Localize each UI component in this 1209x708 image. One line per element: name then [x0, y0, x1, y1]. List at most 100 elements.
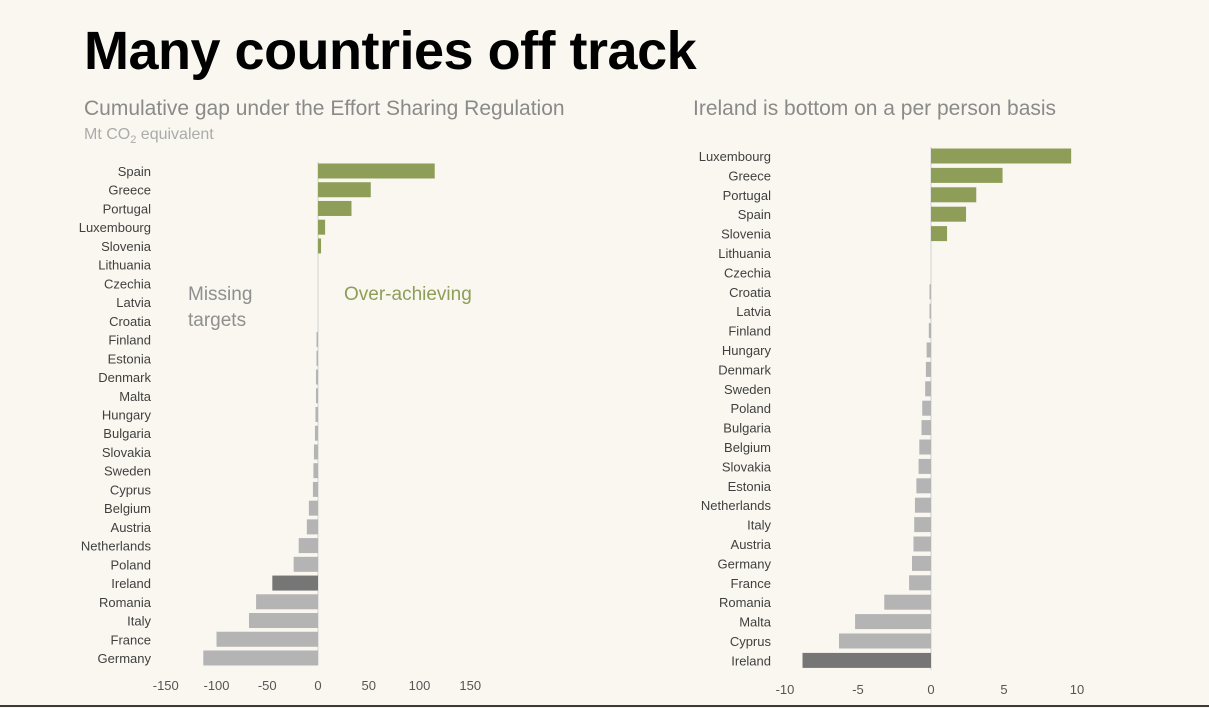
right-x-tick-label: -5 — [852, 682, 864, 697]
left-x-tick-label: 0 — [314, 678, 321, 693]
right-category-label: Hungary — [722, 343, 772, 358]
unit-label: Mt CO2 equivalent — [84, 126, 214, 146]
right-category-label: Slovenia — [721, 227, 772, 242]
right-bar-malta — [855, 614, 931, 630]
left-category-label: Latvia — [116, 295, 151, 310]
left-category-label: Austria — [111, 520, 152, 535]
left-x-tick-label: -100 — [203, 678, 229, 693]
unit-suffix: equivalent — [136, 126, 214, 143]
right-x-tick-label: 5 — [1000, 682, 1007, 697]
right-chart-title: Ireland is bottom on a per person basis — [693, 97, 1057, 120]
right-category-label: Latvia — [736, 304, 771, 319]
unit-prefix: Mt CO — [84, 126, 131, 143]
right-category-label: Romania — [719, 595, 772, 610]
right-category-label: Belgium — [724, 440, 771, 455]
right-x-tick-label: 0 — [927, 682, 934, 697]
right-category-label: Greece — [728, 168, 771, 183]
left-category-label: Malta — [119, 389, 152, 404]
left-bar-slovenia — [318, 238, 322, 254]
left-category-label: Cyprus — [110, 482, 152, 497]
left-bar-spain — [318, 163, 435, 179]
left-category-label: Lithuania — [98, 258, 152, 273]
left-x-tick-label: 150 — [459, 678, 481, 693]
left-category-label: Sweden — [104, 464, 151, 479]
left-category-label: Finland — [108, 333, 151, 348]
right-category-label: Spain — [738, 207, 771, 222]
right-bar-belgium — [919, 439, 931, 455]
left-bar-france — [216, 631, 318, 647]
right-category-label: Poland — [731, 401, 771, 416]
bottom-divider — [0, 705, 1209, 707]
left-bar-romania — [256, 594, 318, 610]
right-bar-greece — [931, 167, 1003, 183]
left-category-label: Croatia — [109, 314, 152, 329]
right-bar-spain — [931, 206, 967, 222]
right-x-tick-label: 10 — [1070, 682, 1084, 697]
left-category-label: Hungary — [102, 407, 152, 422]
right-bar-romania — [884, 594, 931, 610]
right-x-tick-label: -10 — [776, 682, 795, 697]
left-bar-slovakia — [313, 444, 318, 460]
right-bar-finland — [928, 323, 931, 339]
left-chart-title: Cumulative gap under the Effort Sharing … — [84, 97, 565, 120]
right-category-label: Estonia — [728, 479, 772, 494]
right-bar-france — [909, 575, 931, 591]
right-category-label: Germany — [718, 556, 772, 571]
right-bar-estonia — [916, 478, 931, 494]
left-category-label: Netherlands — [81, 539, 152, 554]
left-bar-poland — [293, 556, 318, 572]
left-category-label: Poland — [111, 557, 151, 572]
left-category-label: Denmark — [98, 370, 151, 385]
left-bar-ireland — [272, 575, 318, 591]
right-category-label: Italy — [747, 518, 771, 533]
left-x-tick-label: -150 — [153, 678, 179, 693]
right-bar-bulgaria — [921, 420, 931, 436]
left-category-label: Belgium — [104, 501, 151, 516]
left-bar-greece — [318, 182, 371, 198]
left-category-label: Czechia — [104, 276, 152, 291]
right-bar-denmark — [925, 361, 931, 377]
left-category-label: Estonia — [108, 351, 152, 366]
left-x-tick-label: 100 — [409, 678, 431, 693]
missing-targets-annotation: Missing targets — [188, 284, 253, 331]
right-category-label: Finland — [728, 324, 771, 339]
right-bar-austria — [913, 536, 931, 552]
right-category-label: Ireland — [731, 653, 771, 668]
left-category-label: Luxembourg — [79, 220, 151, 235]
right-bar-latvia — [929, 303, 931, 319]
right-category-label: Lithuania — [718, 246, 772, 261]
left-category-label: Greece — [108, 183, 151, 198]
left-category-label: Slovakia — [102, 445, 152, 460]
left-category-label: Slovenia — [101, 239, 152, 254]
right-bar-poland — [922, 400, 931, 416]
right-category-label: Croatia — [729, 285, 772, 300]
left-category-label: Ireland — [111, 576, 151, 591]
right-bar-ireland — [802, 652, 931, 668]
right-category-label: Slovakia — [722, 459, 772, 474]
right-bar-croatia — [929, 284, 931, 300]
right-bar-italy — [914, 517, 931, 533]
left-category-label: Bulgaria — [103, 426, 151, 441]
left-bar-italy — [248, 613, 318, 629]
left-bar-portugal — [318, 200, 352, 216]
right-bar-hungary — [926, 342, 931, 358]
left-category-label: Italy — [127, 614, 151, 629]
over-achieving-annotation: Over-achieving — [344, 284, 472, 305]
left-bar-denmark — [315, 369, 318, 385]
left-bar-netherlands — [298, 538, 318, 554]
left-category-label: Romania — [99, 595, 152, 610]
right-bar-luxembourg — [931, 148, 1072, 164]
right-category-label: Netherlands — [701, 498, 772, 513]
page-title: Many countries off track — [84, 21, 697, 81]
right-category-label: Luxembourg — [699, 149, 771, 164]
left-bar-malta — [315, 388, 318, 404]
right-category-label: France — [731, 576, 771, 591]
right-category-label: Cyprus — [730, 634, 772, 649]
right-category-label: Czechia — [724, 265, 772, 280]
right-category-label: Malta — [739, 615, 772, 630]
right-bar-germany — [912, 555, 931, 571]
left-bar-bulgaria — [314, 425, 318, 441]
right-bar-sweden — [925, 381, 931, 397]
left-category-label: Spain — [118, 164, 151, 179]
